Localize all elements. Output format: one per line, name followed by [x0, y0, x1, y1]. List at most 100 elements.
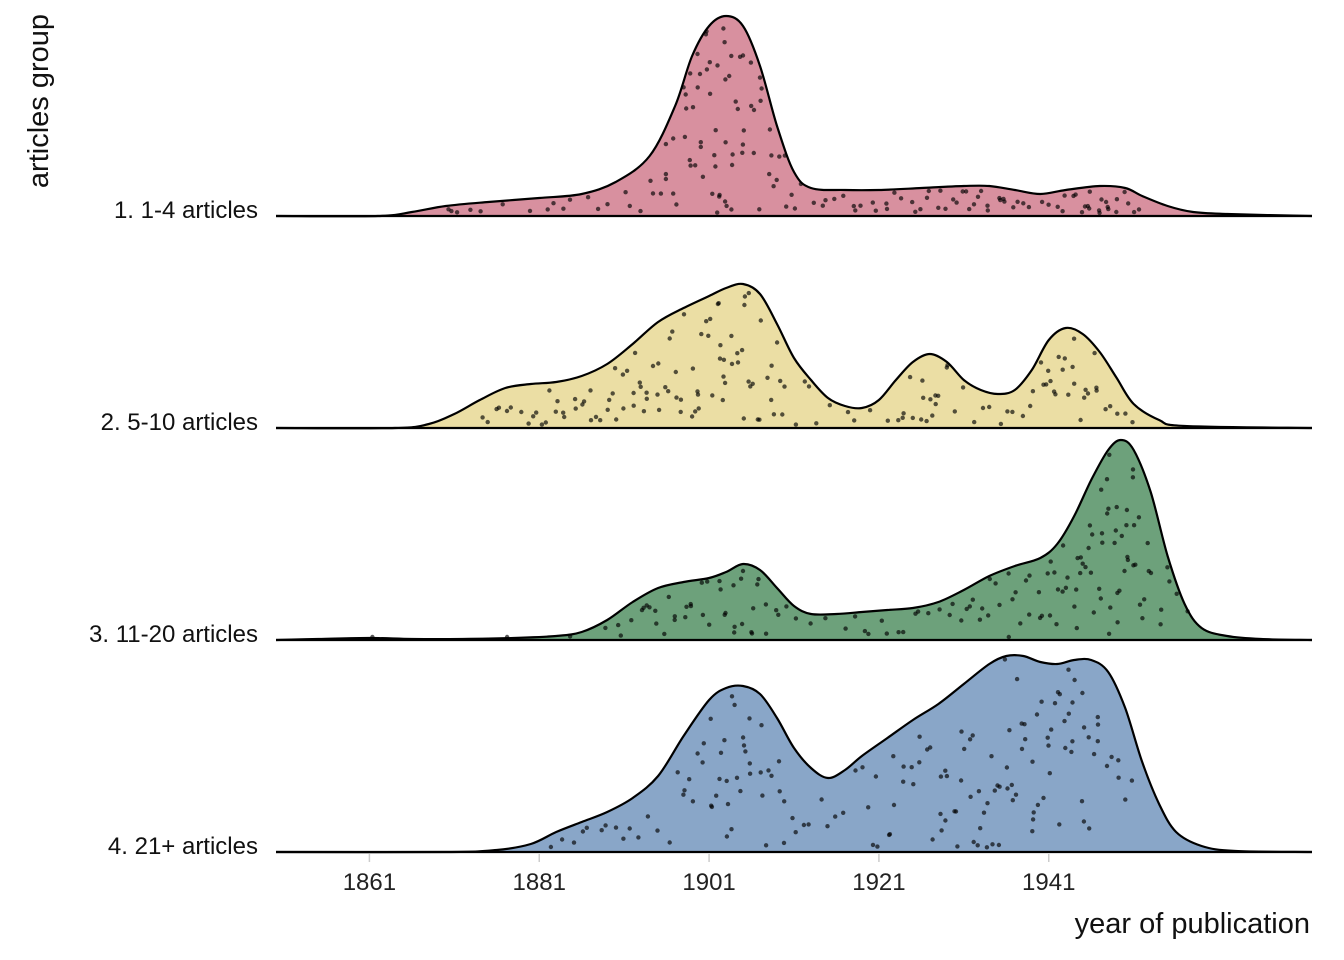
- data-point: [1072, 677, 1077, 683]
- data-point: [674, 395, 679, 400]
- data-point: [710, 393, 715, 398]
- data-point: [641, 409, 647, 414]
- data-point: [1019, 746, 1025, 752]
- data-point: [547, 388, 552, 393]
- data-point: [1010, 798, 1015, 803]
- data-point: [996, 842, 1002, 848]
- data-point: [701, 741, 706, 746]
- data-point: [1074, 625, 1080, 631]
- data-point: [729, 361, 735, 367]
- data-point: [715, 210, 720, 215]
- data-point: [1066, 392, 1071, 397]
- data-point: [638, 384, 643, 389]
- data-point: [1158, 622, 1163, 627]
- data-point: [953, 809, 959, 814]
- data-point: [1060, 367, 1065, 372]
- ridge-points-4-21-articles: [548, 657, 1135, 850]
- data-point: [666, 389, 671, 394]
- data-point: [781, 840, 787, 846]
- data-point: [729, 207, 734, 212]
- data-point: [699, 331, 704, 337]
- data-point: [731, 583, 736, 588]
- data-point: [735, 351, 740, 356]
- data-point: [571, 840, 577, 845]
- data-point: [939, 828, 944, 833]
- data-point: [1109, 754, 1114, 760]
- data-point: [987, 404, 992, 410]
- data-point: [1023, 578, 1029, 583]
- data-point: [933, 393, 938, 398]
- data-point: [1133, 562, 1138, 567]
- data-point: [1130, 475, 1136, 480]
- x-tick-label-1921: 1921: [852, 869, 905, 896]
- data-point: [1082, 395, 1087, 400]
- data-point: [1038, 360, 1044, 365]
- data-point: [627, 203, 632, 209]
- data-point: [722, 40, 727, 45]
- data-point: [683, 615, 688, 620]
- data-point: [1074, 587, 1079, 592]
- data-point: [700, 760, 705, 765]
- data-point: [911, 782, 916, 787]
- data-point: [774, 340, 780, 345]
- data-point: [1095, 714, 1101, 720]
- data-point: [901, 629, 906, 635]
- data-point: [886, 832, 892, 838]
- data-point: [718, 343, 723, 348]
- data-point: [543, 420, 548, 425]
- ridge-outline-3-11-20-articles: [275, 438, 1313, 642]
- data-point: [526, 421, 531, 426]
- data-point: [588, 418, 594, 423]
- data-point: [1114, 504, 1119, 510]
- data-point: [1046, 202, 1051, 207]
- data-point: [690, 366, 696, 371]
- data-point: [993, 581, 998, 586]
- data-point: [449, 208, 454, 214]
- data-point: [562, 414, 567, 420]
- data-point: [1090, 532, 1095, 537]
- data-point: [921, 395, 926, 400]
- data-point: [858, 203, 863, 208]
- data-point: [769, 153, 774, 158]
- data-point: [631, 390, 636, 396]
- data-point: [620, 372, 626, 377]
- data-point: [1045, 571, 1050, 576]
- data-point: [1047, 613, 1053, 618]
- data-point: [599, 828, 604, 833]
- data-point: [732, 702, 737, 708]
- data-point: [740, 142, 746, 147]
- data-point: [1070, 739, 1075, 744]
- data-point: [944, 773, 950, 779]
- data-point: [500, 202, 505, 207]
- data-point: [866, 631, 871, 637]
- data-point: [790, 815, 795, 821]
- data-point: [672, 614, 677, 619]
- data-point: [721, 357, 727, 362]
- data-point: [1051, 389, 1057, 394]
- data-point: [747, 761, 752, 766]
- ridge-points-3-11-20-articles: [370, 452, 1190, 640]
- data-point: [747, 771, 753, 776]
- data-point: [727, 73, 732, 79]
- x-tick-label-1881: 1881: [513, 869, 566, 896]
- data-point: [962, 746, 967, 752]
- data-point: [1114, 209, 1119, 215]
- data-point: [1087, 189, 1093, 194]
- data-point: [496, 405, 502, 410]
- data-point: [1006, 571, 1011, 576]
- data-point: [1015, 199, 1020, 204]
- data-point: [867, 408, 873, 413]
- data-point: [707, 622, 712, 627]
- data-point: [930, 837, 935, 842]
- x-tick-label-1941: 1941: [1022, 869, 1075, 896]
- data-point: [755, 582, 760, 587]
- data-point: [1052, 701, 1058, 706]
- data-point: [748, 60, 754, 65]
- data-point: [930, 413, 935, 418]
- data-point: [789, 192, 794, 197]
- data-point: [662, 631, 667, 637]
- data-point: [725, 801, 731, 807]
- data-point: [777, 154, 782, 159]
- data-point: [670, 329, 675, 334]
